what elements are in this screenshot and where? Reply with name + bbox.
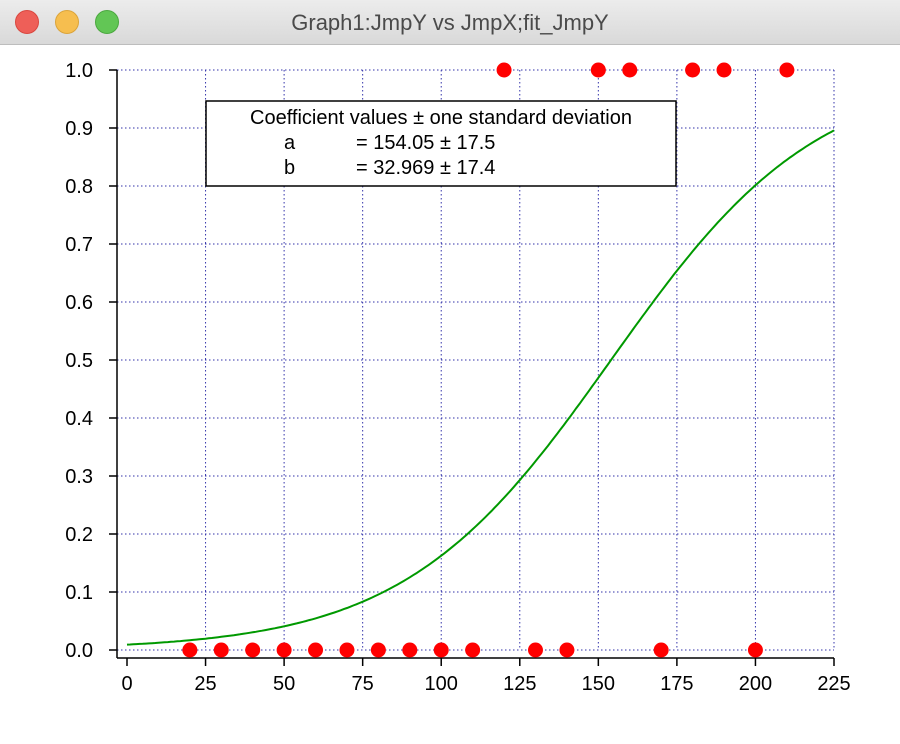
legend-coef-b-value: = 32.969 ± 17.4 bbox=[356, 157, 495, 179]
data-point-10 bbox=[496, 62, 512, 78]
y-tick-label-0: 0.0 bbox=[65, 640, 93, 662]
fit-curve-group bbox=[126, 129, 835, 646]
y-tick-label-9: 0.9 bbox=[65, 118, 93, 140]
x-tick-label-125: 125 bbox=[503, 673, 536, 695]
y-tick-label-1: 0.1 bbox=[65, 582, 93, 604]
data-point-19 bbox=[779, 62, 795, 78]
data-point-16 bbox=[685, 62, 701, 78]
x-tick-label-75: 75 bbox=[352, 673, 374, 695]
y-tick-label-7: 0.7 bbox=[65, 234, 93, 256]
coefficient-legend[interactable]: Coefficient values ± one standard deviat… bbox=[205, 100, 677, 187]
data-point-11 bbox=[527, 642, 543, 658]
data-points bbox=[182, 62, 795, 658]
data-point-0 bbox=[182, 642, 198, 658]
y-tick-label-2: 0.2 bbox=[65, 524, 93, 546]
y-tick-label-10: 1.0 bbox=[65, 60, 93, 82]
data-point-6 bbox=[370, 642, 386, 658]
data-point-17 bbox=[716, 62, 732, 78]
legend-box bbox=[205, 100, 677, 187]
data-point-12 bbox=[559, 642, 575, 658]
legend-heading: Coefficient values ± one standard deviat… bbox=[250, 107, 632, 129]
data-point-2 bbox=[245, 642, 261, 658]
data-point-18 bbox=[747, 642, 763, 658]
data-point-5 bbox=[339, 642, 355, 658]
legend-coef-a-name: a bbox=[284, 132, 296, 154]
legend-coef-a-value: = 154.05 ± 17.5 bbox=[356, 132, 495, 154]
data-point-15 bbox=[653, 642, 669, 658]
chart-area: 0.0 0.1 0.2 0.3 0.4 0.5 0.6 0.7 0.8 0.9 1.0 0 25 50 75… bbox=[65, 60, 851, 695]
x-tick-label-150: 150 bbox=[582, 673, 615, 695]
y-tick-label-6: 0.6 bbox=[65, 292, 93, 314]
axes: 0.0 0.1 0.2 0.3 0.4 0.5 0.6 0.7 0.8 0.9 1.0 0 25 50 75… bbox=[65, 60, 851, 695]
data-point-1 bbox=[213, 642, 229, 658]
y-tick-label-5: 0.5 bbox=[65, 350, 93, 372]
data-point-4 bbox=[308, 642, 324, 658]
x-tick-label-175: 175 bbox=[660, 673, 693, 695]
x-tick-label-25: 25 bbox=[194, 673, 216, 695]
title-bar[interactable]: Graph1:JmpY vs JmpX;fit_JmpY bbox=[0, 0, 900, 45]
close-button[interactable] bbox=[15, 10, 39, 34]
window-title: Graph1:JmpY vs JmpX;fit_JmpY bbox=[291, 10, 609, 35]
minimize-button[interactable] bbox=[55, 10, 79, 34]
data-point-3 bbox=[276, 642, 292, 658]
y-tick-label-8: 0.8 bbox=[65, 176, 93, 198]
data-point-7 bbox=[402, 642, 418, 658]
data-point-13 bbox=[590, 62, 606, 78]
fit-curve bbox=[126, 129, 835, 646]
data-point-9 bbox=[465, 642, 481, 658]
legend-coef-b-name: b bbox=[284, 157, 295, 179]
x-tick-label-0: 0 bbox=[121, 673, 132, 695]
data-point-14 bbox=[622, 62, 638, 78]
x-tick-label-50: 50 bbox=[273, 673, 295, 695]
data-point-8 bbox=[433, 642, 449, 658]
zoom-button[interactable] bbox=[95, 10, 119, 34]
y-tick-label-4: 0.4 bbox=[65, 408, 93, 430]
x-tick-label-200: 200 bbox=[739, 673, 772, 695]
y-tick-label-3: 0.3 bbox=[65, 466, 93, 488]
x-tick-label-100: 100 bbox=[425, 673, 458, 695]
x-tick-label-225: 225 bbox=[817, 673, 850, 695]
